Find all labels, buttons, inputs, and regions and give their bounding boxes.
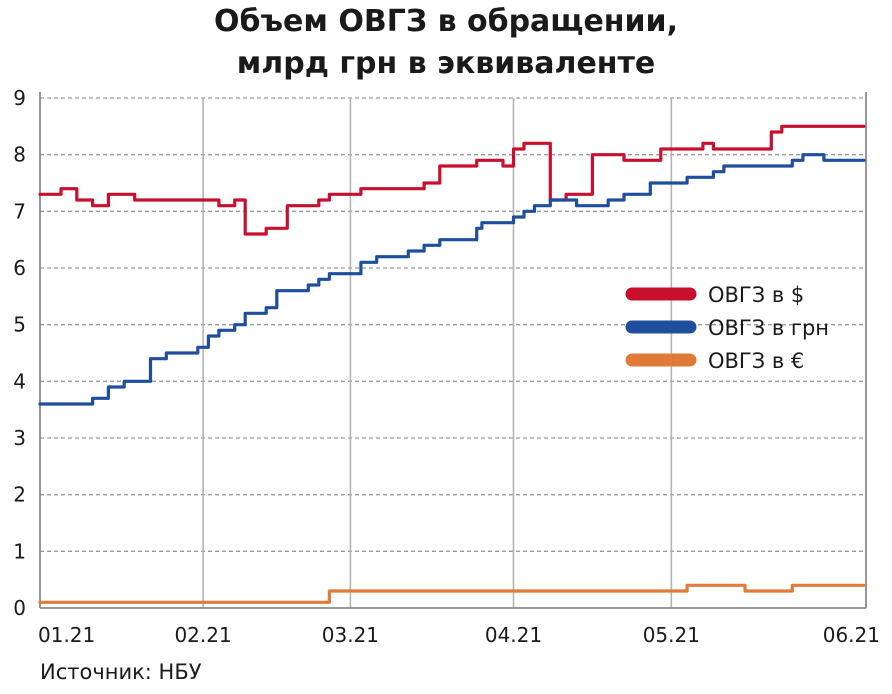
x-tick-label: 04.21: [485, 623, 542, 647]
y-tick-label: 6: [13, 256, 26, 280]
x-tick-label: 02.21: [174, 623, 231, 647]
y-tick-label: 9: [13, 86, 26, 110]
y-tick-label: 3: [13, 426, 26, 450]
chart-legend: ОВГЗ в $ ОВГЗ в грн ОВГЗ в €: [625, 283, 829, 373]
series-line-1: [38, 153, 866, 406]
chart-series: [38, 124, 866, 604]
y-tick-label: 5: [13, 313, 26, 337]
legend-label: ОВГЗ в $: [708, 283, 804, 307]
chart-title-line-2: млрд грн в эквиваленте: [236, 46, 656, 81]
chart-axes: [39, 92, 867, 609]
legend-label: ОВГЗ в грн: [708, 316, 829, 340]
x-tick-label: 06.21: [823, 623, 880, 647]
x-axis-ticks: 01.21 02.21 03.21 04.21 05.21 06.21: [38, 623, 880, 647]
y-axis-ticks: 0 1 2 3 4 5 6 7 8 9: [13, 86, 26, 620]
x-tick-label: 01.21: [38, 623, 95, 647]
y-tick-label: 8: [13, 143, 26, 167]
y-tick-label: 7: [13, 199, 26, 223]
series-line-0: [38, 124, 866, 236]
source-note: Источник: НБУ: [40, 660, 202, 684]
y-tick-label: 1: [13, 539, 26, 563]
chart-grid: [40, 97, 866, 608]
chart-title-line-1: Объем ОВГЗ в обращении,: [214, 4, 678, 39]
legend-label: ОВГЗ в €: [708, 349, 804, 373]
series-line-2: [38, 583, 866, 604]
y-tick-label: 4: [13, 369, 26, 393]
y-tick-label: 2: [13, 483, 26, 507]
x-tick-label: 05.21: [643, 623, 700, 647]
x-tick-label: 03.21: [322, 623, 379, 647]
y-tick-label: 0: [13, 596, 26, 620]
